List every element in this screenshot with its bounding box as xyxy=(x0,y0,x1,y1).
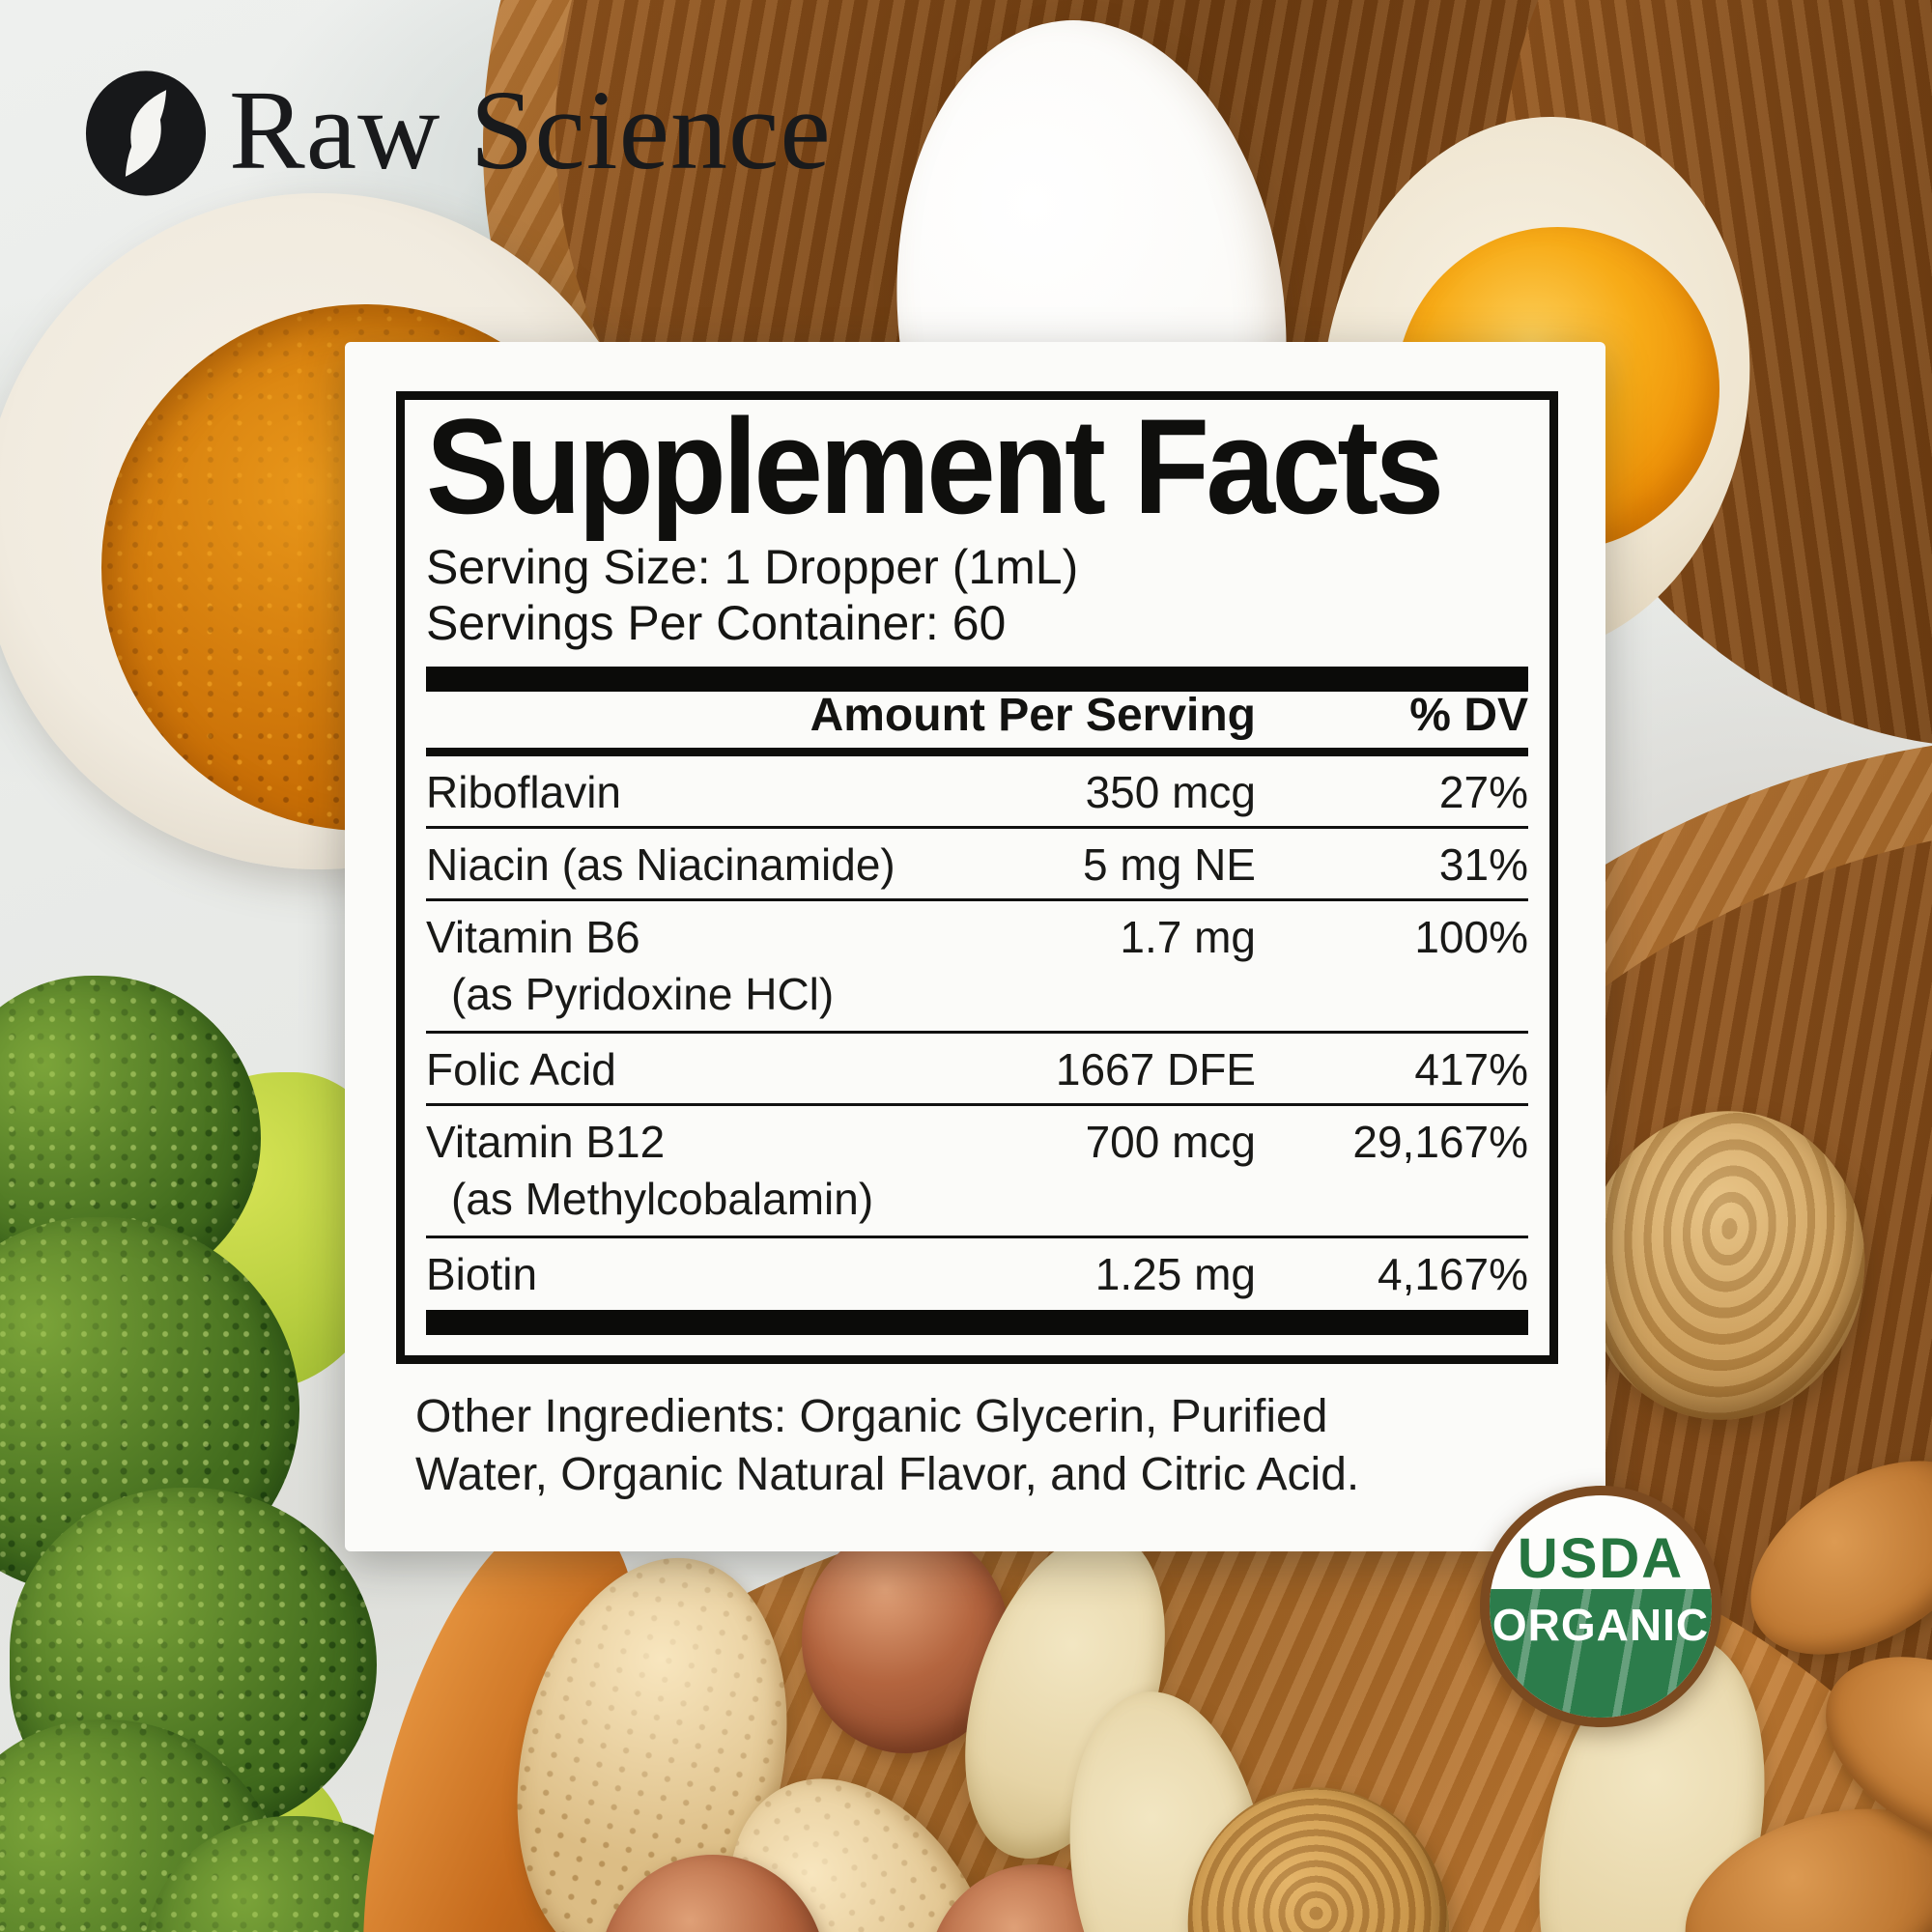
nutrient-name: Riboflavin xyxy=(426,767,621,817)
table-header: Amount Per Serving % DV xyxy=(426,690,1528,748)
nutrient-name: Biotin xyxy=(426,1249,538,1299)
header-rule xyxy=(426,748,1528,756)
usda-label: USDA xyxy=(1517,1526,1685,1590)
usda-badge-top: USDA xyxy=(1490,1495,1712,1589)
table-row: Biotin 1.25 mg 4,167% xyxy=(426,1238,1528,1308)
other-ingredients: Other Ingredients: Organic Glycerin, Pur… xyxy=(415,1388,1546,1504)
other-ingredients-line2: Water, Organic Natural Flavor, and Citri… xyxy=(415,1449,1360,1500)
divider-bar-bottom xyxy=(426,1310,1528,1335)
nutrient-amount: 5 mg NE xyxy=(1083,839,1256,890)
nutrient-dv: 27% xyxy=(1438,767,1528,817)
brand-logo: Raw Science xyxy=(82,70,832,197)
table-row: Vitamin B6 1.7 mg 100% (as Pyridoxine HC… xyxy=(426,901,1528,1034)
nutrient-amount: 1.25 mg xyxy=(1094,1249,1256,1299)
nutrient-dv: 417% xyxy=(1414,1044,1528,1094)
nutrient-amount: 1.7 mg xyxy=(1120,912,1256,962)
nutrient-name: Folic Acid xyxy=(426,1044,616,1094)
nutrient-form: (as Methylcobalamin) xyxy=(451,1174,874,1224)
nutrient-form: (as Pyridoxine HCl) xyxy=(451,969,835,1019)
organic-label: ORGANIC xyxy=(1492,1599,1710,1650)
nutrient-amount: 1667 DFE xyxy=(1055,1044,1256,1094)
serving-size: Serving Size: 1 Dropper (1mL) xyxy=(426,540,1079,594)
nutrient-dv: 4,167% xyxy=(1377,1249,1528,1299)
nutrient-amount: 700 mcg xyxy=(1085,1117,1256,1167)
table-row: Riboflavin 350 mcg 27% xyxy=(426,756,1528,829)
column-header-dv: % DV xyxy=(1409,690,1528,741)
table-row: Niacin (as Niacinamide) 5 mg NE 31% xyxy=(426,829,1528,901)
nutrient-name: Vitamin B6 xyxy=(426,912,640,962)
nutrient-dv: 29,167% xyxy=(1352,1117,1528,1167)
table-row: Vitamin B12 700 mcg 29,167% (as Methylco… xyxy=(426,1106,1528,1238)
usda-organic-badge: USDA ORGANIC xyxy=(1480,1486,1721,1727)
nutrient-amount: 350 mcg xyxy=(1085,767,1256,817)
supplement-facts-card: Supplement Facts Serving Size: 1 Dropper… xyxy=(345,342,1605,1551)
nutrient-name: Niacin (as Niacinamide) xyxy=(426,839,895,890)
supplement-facts-box: Supplement Facts Serving Size: 1 Dropper… xyxy=(396,391,1558,1364)
other-ingredients-line1: Other Ingredients: Organic Glycerin, Pur… xyxy=(415,1391,1328,1442)
brand-name: Raw Science xyxy=(229,67,832,193)
nutrient-dv: 100% xyxy=(1414,912,1528,962)
nutrient-dv: 31% xyxy=(1438,839,1528,890)
usda-badge-bottom: ORGANIC xyxy=(1490,1588,1712,1718)
nutrient-name: Vitamin B12 xyxy=(426,1117,666,1167)
panel-title: Supplement Facts xyxy=(426,391,1444,542)
brand-leaf-icon xyxy=(82,70,210,197)
table-row: Folic Acid 1667 DFE 417% xyxy=(426,1034,1528,1106)
divider-bar-top xyxy=(426,667,1528,692)
column-header-amount: Amount Per Serving xyxy=(810,690,1256,741)
servings-per-container: Servings Per Container: 60 xyxy=(426,596,1007,650)
